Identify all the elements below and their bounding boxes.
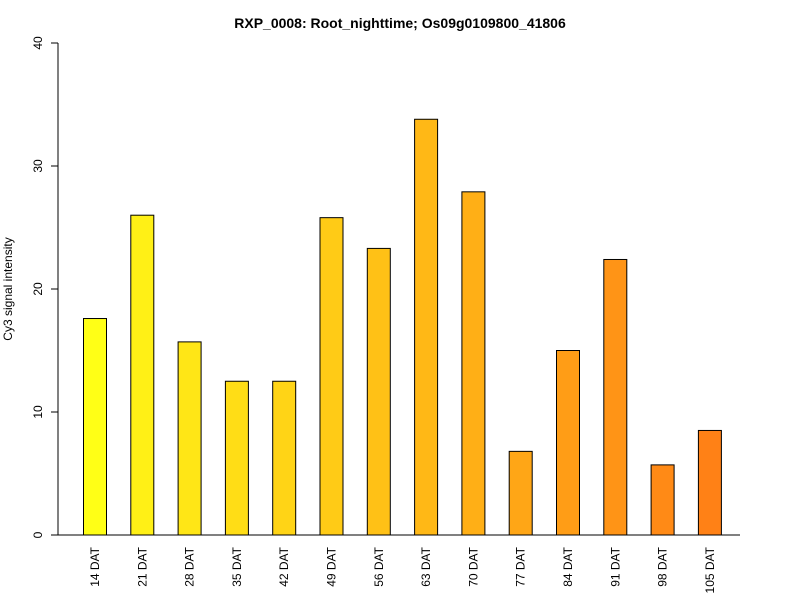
x-tick-label: 98 DAT: [656, 546, 670, 586]
bar: [366, 247, 391, 536]
x-tick-label: 35 DAT: [230, 546, 244, 586]
chart-title: RXP_0008: Root_nighttime; Os09g0109800_4…: [234, 15, 566, 31]
x-tick-label: 42 DAT: [277, 546, 291, 586]
x-tick-label: 84 DAT: [561, 546, 575, 586]
x-tick-label: 49 DAT: [325, 546, 339, 586]
x-tick-label: 56 DAT: [372, 546, 386, 586]
x-tick-label: 70 DAT: [466, 546, 480, 586]
y-axis: 0 10 20 30 40: [31, 36, 59, 538]
x-tick-label: 28 DAT: [183, 546, 197, 586]
bar: [224, 380, 249, 536]
bars: [83, 118, 722, 536]
bar: [508, 450, 533, 536]
bar: [461, 191, 486, 536]
x-tick-label: 21 DAT: [135, 546, 149, 586]
y-tick-label: 10: [31, 405, 45, 419]
bar: [556, 350, 580, 536]
y-tick-label: 40: [31, 36, 45, 50]
x-tick-label: 77 DAT: [514, 546, 528, 586]
bar: [83, 318, 107, 536]
y-axis-label: Cy3 signal intensity: [1, 237, 15, 340]
bar: [414, 118, 439, 536]
bar: [177, 341, 202, 536]
x-tick-label: 91 DAT: [608, 546, 622, 586]
x-tick-label: 105 DAT: [703, 546, 717, 593]
bar: [272, 380, 297, 536]
bar: [319, 217, 344, 536]
bar: [697, 429, 722, 536]
bar: [130, 214, 155, 536]
x-tick-label: 14 DAT: [88, 546, 102, 586]
y-tick-label: 20: [31, 282, 45, 296]
x-axis: 14 DAT 21 DAT 28 DAT 35 DAT 42 DAT 49 DAT 56 D…: [58, 534, 740, 593]
y-tick-label: 30: [31, 159, 45, 173]
bar: [650, 464, 675, 536]
x-tick-label: 63 DAT: [419, 546, 433, 586]
y-tick-label: 0: [31, 531, 45, 538]
bar: [603, 258, 628, 536]
